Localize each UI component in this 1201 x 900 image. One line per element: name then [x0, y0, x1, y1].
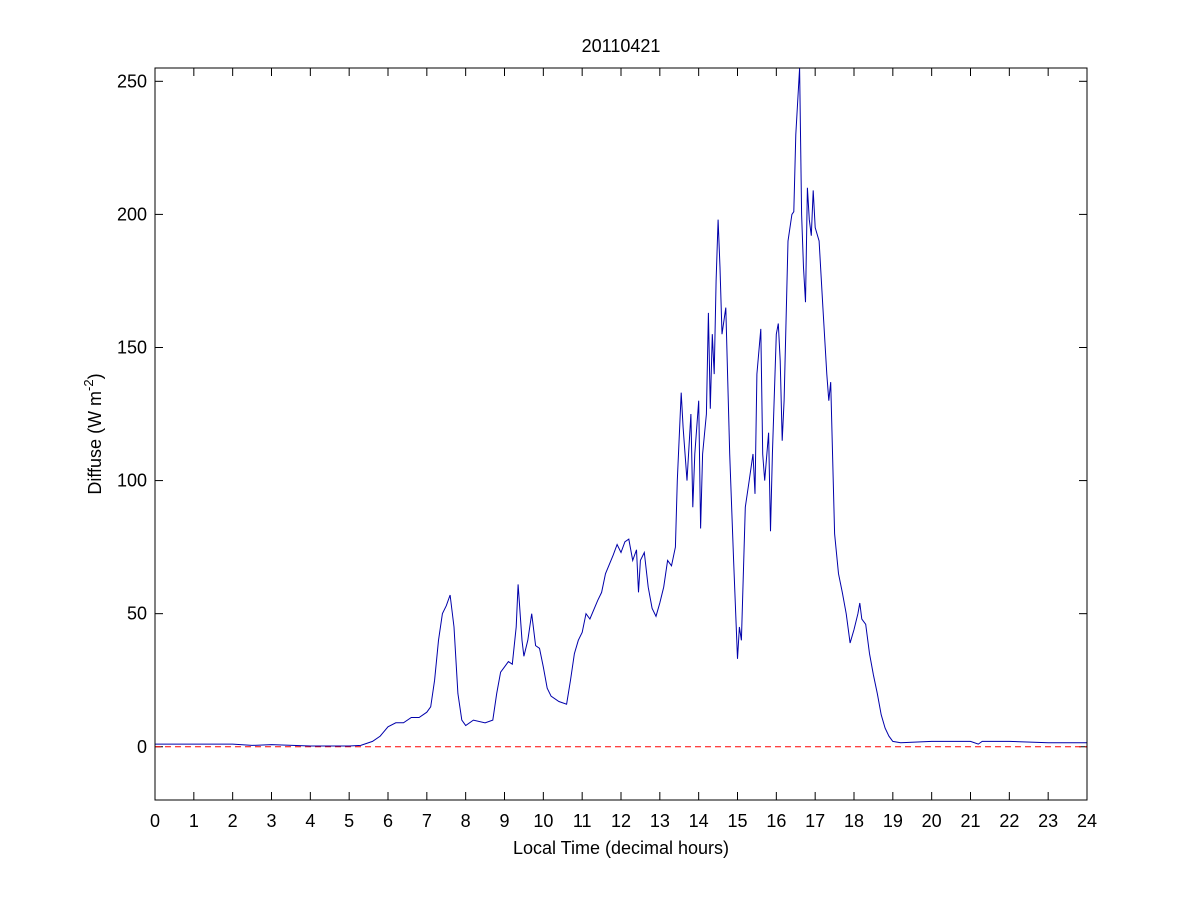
- x-tick-label: 14: [689, 811, 709, 831]
- x-tick-label: 5: [344, 811, 354, 831]
- x-tick-label: 7: [422, 811, 432, 831]
- y-tick-label: 0: [137, 737, 147, 757]
- x-tick-label: 24: [1077, 811, 1097, 831]
- data-line: [155, 67, 1087, 747]
- x-tick-label: 4: [305, 811, 315, 831]
- x-tick-label: 12: [611, 811, 631, 831]
- x-tick-label: 18: [844, 811, 864, 831]
- x-tick-label: 15: [727, 811, 747, 831]
- x-tick-label: 17: [805, 811, 825, 831]
- x-tick-label: 13: [650, 811, 670, 831]
- x-tick-label: 16: [766, 811, 786, 831]
- x-tick-label: 21: [960, 811, 980, 831]
- y-tick-label: 250: [117, 71, 147, 91]
- y-tick-label: 100: [117, 471, 147, 491]
- y-tick-label: 150: [117, 337, 147, 357]
- x-tick-label: 6: [383, 811, 393, 831]
- y-label-end: ): [85, 373, 105, 379]
- y-axis-label: Diffuse (W m-2): [81, 373, 105, 494]
- x-tick-label: 8: [461, 811, 471, 831]
- x-tick-label: 1: [189, 811, 199, 831]
- x-tick-label: 0: [150, 811, 160, 831]
- x-tick-label: 11: [573, 811, 592, 831]
- x-axis-label: Local Time (decimal hours): [513, 838, 729, 858]
- x-tick-label: 10: [533, 811, 553, 831]
- x-tick-label: 9: [499, 811, 509, 831]
- x-tick-label: 19: [883, 811, 903, 831]
- plot-frame: [154, 67, 1088, 801]
- y-label-text: Diffuse (W m: [85, 391, 105, 495]
- chart-title: 20110421: [582, 36, 661, 56]
- x-tick-label: 20: [922, 811, 942, 831]
- x-tick-label: 3: [266, 811, 276, 831]
- y-tick-label: 200: [117, 204, 147, 224]
- y-label-sup: -2: [81, 379, 96, 391]
- x-tick-label: 2: [228, 811, 238, 831]
- x-tick-label: 22: [999, 811, 1019, 831]
- x-tick-label: 23: [1038, 811, 1058, 831]
- y-tick-label: 50: [127, 604, 147, 624]
